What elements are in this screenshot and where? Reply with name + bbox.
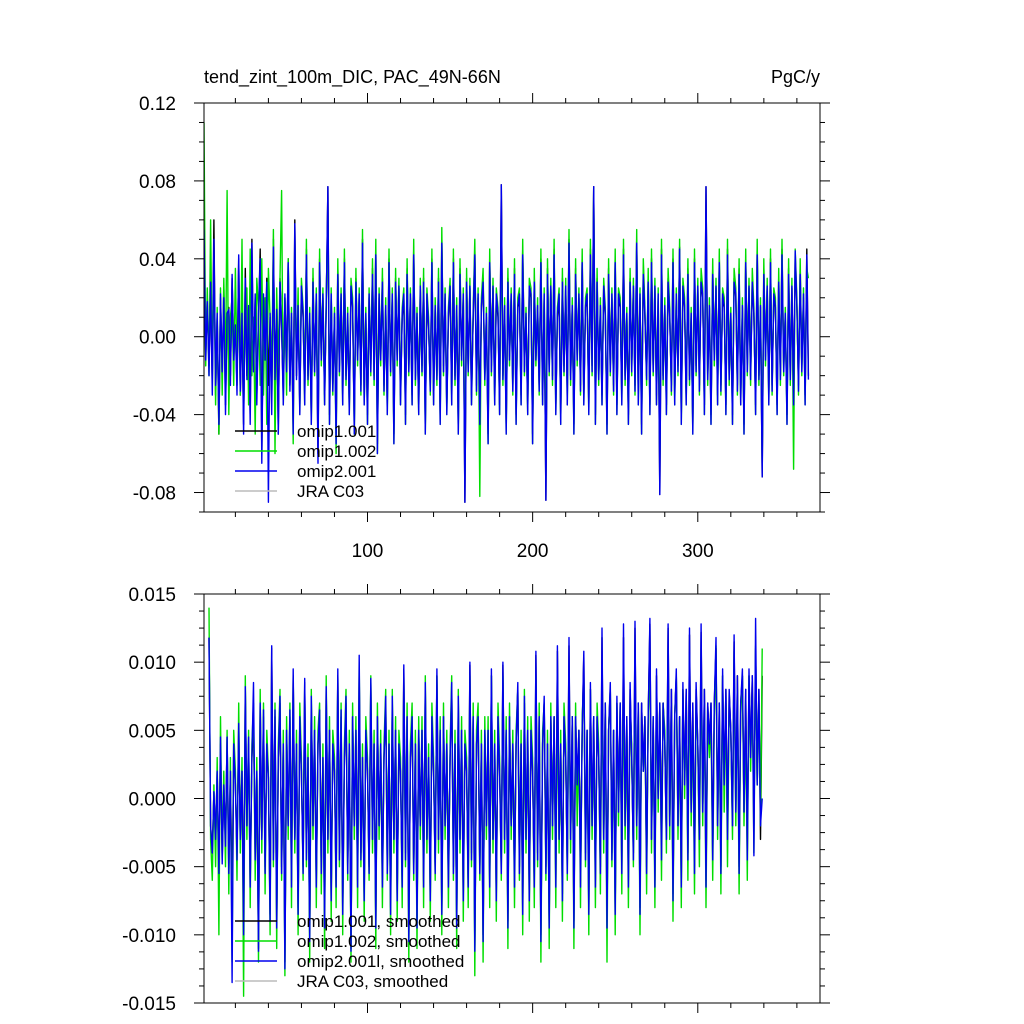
x-tick-label: 300 [682, 541, 714, 562]
legend-label: omip1.002, smoothed [297, 932, 461, 951]
y-tick-label: 0.08 [139, 172, 176, 193]
legend-label: omip2.001 [297, 462, 376, 481]
y-tick-label: -0.015 [122, 994, 176, 1015]
legend-label: JRA C03 [297, 482, 364, 501]
units-label: PgC/y [771, 67, 820, 87]
chart-title: tend_zint_100m_DIC, PAC_49N-66N [204, 67, 501, 88]
y-tick-label: 0.12 [139, 94, 176, 115]
legend-label: omip2.001l, smoothed [297, 952, 464, 971]
top-panel: -0.08 -0.04 0.00 0.04 0.08 0.12 100 200 300 omip1… [133, 93, 830, 562]
legend-label: omip1.002 [297, 442, 376, 461]
y-tick-label: 0.010 [128, 653, 176, 674]
x-tick-label: 200 [517, 541, 549, 562]
legend-label: omip1.001 [297, 422, 376, 441]
x-tick-label: 100 [352, 541, 384, 562]
y-tick-label: -0.08 [133, 484, 176, 505]
y-tick-label: -0.005 [122, 858, 176, 879]
plot-frame [203, 102, 821, 513]
series-line-1-2 [208, 617, 763, 984]
y-tick-label: 0.00 [139, 328, 176, 349]
y-tick-label: 0.015 [128, 585, 176, 606]
series-line-0-2 [204, 184, 810, 503]
legend-label: omip1.001, smoothed [297, 912, 461, 931]
y-tick-label: 0.04 [139, 250, 176, 271]
y-tick-label: -0.04 [133, 406, 177, 427]
bottom-panel: -0.015 -0.010 -0.005 0.000 0.005 0.010 0.015 om… [122, 584, 830, 1015]
y-tick-label: 0.000 [128, 790, 176, 811]
y-tick-label: 0.005 [128, 721, 176, 742]
legend-label: JRA C03, smoothed [297, 972, 448, 991]
y-tick-label: -0.010 [122, 926, 176, 947]
